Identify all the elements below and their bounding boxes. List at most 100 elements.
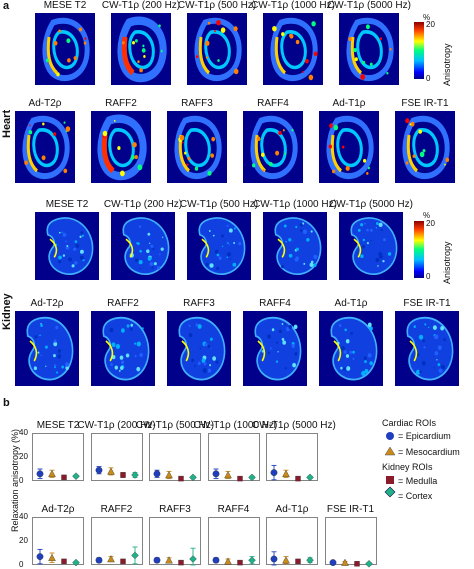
kidney-row2-map-image [319, 311, 383, 386]
heart-row2-map-image [243, 111, 303, 183]
data-point-cortex [72, 472, 80, 480]
data-point-cortex [189, 555, 197, 563]
kidney-row2-label: FSE IR-T1 [403, 298, 451, 309]
data-point-cortex [364, 560, 373, 568]
data-point-epicardium [36, 553, 44, 560]
heart-colorbar-max: 20 [426, 20, 435, 29]
subplot-title: RAFF3 [159, 504, 191, 515]
legend-markers [384, 432, 396, 498]
data-point-epicardium [212, 556, 219, 564]
axes-frame [149, 433, 201, 481]
panel-b-letter: b [3, 397, 10, 409]
axes-frame [207, 433, 260, 481]
heart-row1-label: CW-T1ρ (1000 Hz) [251, 0, 335, 11]
data-point-medulla [119, 472, 126, 478]
legend-cortex: = Cortex [398, 491, 433, 501]
data-point-mesocardium [223, 557, 232, 565]
kidney-colorbar-title: Anisotropy [442, 241, 452, 284]
legend-circle-icon [386, 432, 394, 440]
kidney-row2-map-image [167, 311, 231, 386]
subplot-axes [32, 517, 84, 567]
subplot-axes [266, 517, 318, 566]
data-point-epicardium [95, 466, 102, 474]
kidney-row1-map-image [339, 212, 403, 280]
axes-frame [90, 517, 143, 565]
kidney-row1-label: CW-T1ρ (5000 Hz) [329, 199, 413, 210]
subplot-axes [90, 517, 143, 565]
kidney-row1-label: CW-T1ρ (500 Hz) [179, 199, 259, 210]
kidney-row1-map-image [263, 212, 327, 280]
y-tick-label: 40 [19, 512, 28, 521]
heart-colorbar-unit: % [423, 13, 431, 22]
kidney-colorbar-unit: % [423, 211, 431, 220]
heart-row1-label: MESE T2 [43, 0, 87, 11]
kidney-row2-label: RAFF4 [259, 298, 291, 309]
subplot-axes [207, 517, 260, 566]
kidney-row2-map-image [91, 311, 155, 386]
heart-row2-label: Ad-T2ρ [28, 98, 62, 109]
subplot-axes [207, 433, 260, 482]
subplot-title: RAFF4 [217, 504, 250, 515]
heart-row2-map-image [15, 111, 75, 183]
data-point-epicardium [153, 470, 161, 478]
data-point-epicardium [95, 556, 102, 564]
axes-frame [32, 433, 84, 481]
kidney-colorbar [414, 221, 424, 278]
data-point-epicardium [329, 559, 336, 566]
kidney-row2-label: RAFF3 [183, 298, 215, 309]
kidney-colorbar-max: 20 [426, 219, 435, 228]
heart-row2-map-image [319, 111, 379, 183]
kidney-row2-map-image [243, 311, 307, 386]
data-point-mesocardium [165, 556, 173, 564]
axes-frame [266, 433, 318, 481]
data-point-cortex [247, 556, 256, 564]
kidney-row1-map-image [35, 212, 99, 280]
heart-row2-map-image [91, 111, 151, 183]
heart-row1-map-image [339, 13, 399, 85]
heart-row2-label: RAFF2 [105, 98, 137, 109]
data-point-medulla [61, 474, 67, 481]
data-point-epicardium [270, 555, 278, 563]
legend-medulla: = Medulla [398, 476, 438, 486]
legend-cardiac-title: Cardiac ROIs [382, 418, 437, 428]
axes-frame [32, 517, 84, 565]
axes-frame [324, 517, 377, 565]
heart-row1-map-image [111, 13, 171, 85]
subplot-title: MESE T2 [36, 420, 80, 431]
heart-row2-map-image [167, 111, 227, 183]
legend-kidney-title: Kidney ROIs [382, 462, 433, 472]
data-point-mesocardium [340, 558, 349, 566]
data-point-cortex [247, 473, 256, 482]
data-point-cortex [72, 558, 80, 567]
y-tick-label: 0 [19, 476, 24, 485]
data-point-medulla [178, 475, 184, 482]
legend-square-icon [386, 476, 394, 484]
subplot-title: Ad-T1ρ [275, 504, 309, 515]
data-point-medulla [119, 558, 126, 565]
data-point-cortex [306, 556, 314, 564]
legend-epicardium: = Epicardium [398, 431, 451, 441]
subplot-axes [266, 433, 318, 482]
data-point-cortex [189, 473, 197, 482]
heart-colorbar-min: 0 [426, 74, 431, 83]
subplot-title: CW-T1ρ (500 Hz) [135, 420, 215, 431]
legend-triangle-icon [384, 446, 396, 456]
axes-frame [207, 517, 260, 565]
legend-diamond-icon [384, 486, 396, 498]
subplot-title: Ad-T2ρ [41, 504, 75, 515]
legend-mesocardium: = Mesocardium [398, 447, 460, 457]
data-point-mesocardium [106, 467, 115, 475]
heart-row1-label: CW-T1ρ (5000 Hz) [327, 0, 411, 11]
kidney-row2-label: Ad-T1ρ [334, 298, 368, 309]
heart-row2-label: FSE IR-T1 [401, 98, 449, 109]
axes-frame [90, 433, 143, 481]
heart-row1-label: CW-T1ρ (500 Hz) [177, 0, 257, 11]
kidney-row2-label: RAFF2 [107, 298, 139, 309]
heart-row2-label: RAFF3 [181, 98, 213, 109]
heart-row2-map-image [395, 111, 455, 183]
subplot-axes [149, 433, 201, 482]
data-point-epicardium [270, 469, 278, 476]
data-point-epicardium [153, 556, 161, 564]
heart-colorbar-title: Anisotropy [442, 43, 452, 86]
kidney-row1-map-image [111, 212, 175, 280]
